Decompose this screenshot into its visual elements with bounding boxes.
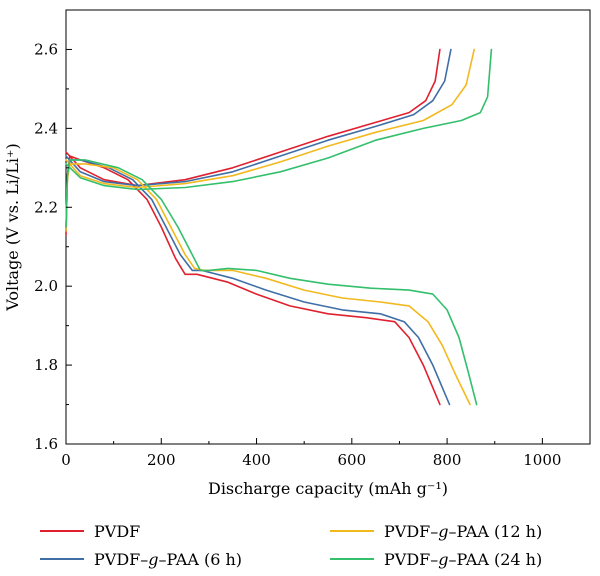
series-line-2-charge	[65, 48, 452, 187]
y-axis: 1.6 1.8 2.0 2.2 2.4 2.6	[34, 9, 72, 453]
y-axis-title: Voltage (V vs. Li/Li⁺)	[3, 143, 22, 311]
legend-swatch	[40, 530, 84, 532]
series-line-4-discharge	[65, 159, 478, 406]
plot-area	[65, 9, 591, 445]
legend-label: PVDF–g–PAA (24 h)	[384, 549, 543, 569]
series-layer	[65, 48, 493, 406]
legend-swatch	[330, 558, 374, 560]
legend-swatch	[330, 530, 374, 532]
x-tick-label: 1000	[523, 451, 561, 469]
y-tick-label: 1.6	[34, 435, 58, 453]
x-tick-label: 400	[242, 451, 271, 469]
y-tick-label: 2.2	[34, 198, 58, 216]
legend-item: PVDF–g–PAA (12 h)	[330, 520, 542, 542]
legend: PVDF PVDF–g–PAA (12 h) PVDF–g–PAA (6 h) PVD…	[0, 516, 600, 576]
legend-item: PVDF–g–PAA (6 h)	[40, 548, 242, 570]
legend-swatch	[40, 558, 84, 560]
plot-frame	[65, 9, 591, 445]
legend-label: PVDF–g–PAA (6 h)	[94, 549, 243, 569]
x-tick-label: 800	[433, 451, 462, 469]
y-tick-label: 2.0	[34, 277, 58, 295]
legend-label: PVDF–g–PAA (12 h)	[384, 521, 543, 541]
series-line-4-charge	[65, 48, 493, 191]
chart: 0 200 400 600 800 1000 1.6 1.8 2.0 2.2 2.4 2.6 Dis…	[3, 9, 591, 498]
x-axis-title: Discharge capacity (mAh g⁻¹)	[208, 479, 448, 498]
x-tick-label: 200	[147, 451, 176, 469]
y-tick-label: 2.4	[34, 119, 58, 137]
series-line-3-discharge	[65, 163, 471, 406]
legend-label: PVDF	[94, 521, 141, 541]
series-line-1-discharge	[65, 155, 441, 406]
series-line-3-charge	[65, 48, 475, 189]
x-tick-label: 0	[61, 451, 71, 469]
series-line-2-discharge	[65, 159, 451, 406]
legend-item: PVDF–g–PAA (24 h)	[330, 548, 542, 570]
y-tick-label: 2.6	[34, 40, 58, 58]
series-line-1-charge	[65, 48, 441, 187]
x-axis: 0 200 400 600 800 1000	[61, 438, 591, 469]
y-tick-label: 1.8	[34, 356, 58, 374]
x-tick-label: 600	[337, 451, 366, 469]
legend-item: PVDF	[40, 520, 140, 542]
